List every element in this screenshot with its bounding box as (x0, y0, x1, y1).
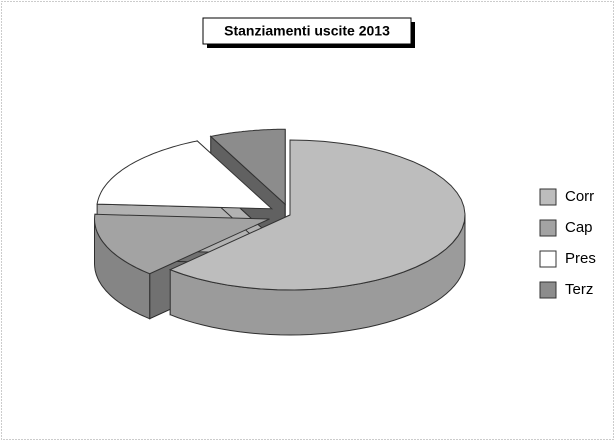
legend-swatch (539, 219, 557, 237)
legend-swatch (539, 250, 557, 268)
slice (168, 139, 466, 291)
legend-swatch (539, 281, 557, 299)
slice-shade (170, 215, 465, 335)
slice (96, 140, 274, 210)
title-box (202, 17, 412, 45)
slice-shade (94, 219, 150, 319)
legend-label: Terz (565, 281, 593, 298)
slice (209, 128, 286, 206)
chart-title: Stanziamenti uscite 2013 (224, 23, 390, 39)
legend-label: Corr (565, 188, 594, 205)
slice (93, 213, 270, 275)
legend-swatch (539, 188, 557, 206)
legend-label: Pres (565, 250, 596, 267)
legend-label: Cap (565, 219, 593, 236)
